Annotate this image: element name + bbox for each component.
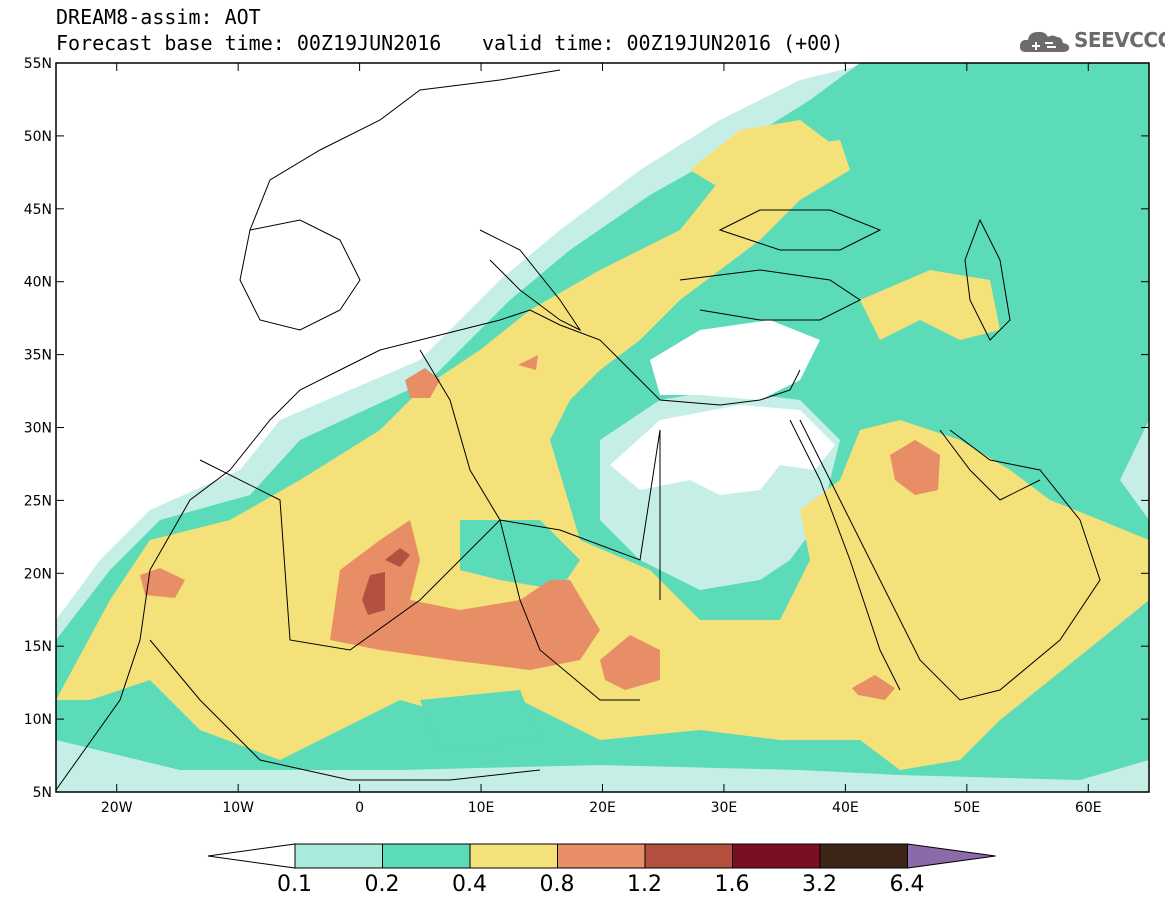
lon-label: 10E [468, 800, 495, 816]
aot-band-0.4 [56, 140, 1149, 770]
coast-arabia [799, 419, 1101, 701]
aot-band-0.4-north [860, 270, 1000, 340]
colorbar-segment [294, 843, 383, 869]
seevccc-logo: SEEVCCC [1018, 26, 1165, 56]
longitude-ticks: 20W 10W 0 10E 20E 30E 40E 50E 60E [101, 63, 1102, 816]
aot-band-0.8-chad [600, 635, 660, 690]
coast-italy [479, 229, 582, 332]
aot-band-1.2-mali2 [385, 548, 410, 567]
lon-label: 20E [589, 800, 616, 816]
lat-label: 30N [24, 421, 52, 437]
lat-label: 35N [24, 348, 52, 364]
coast-black-sea [718, 209, 882, 251]
lon-label: 30E [711, 800, 738, 816]
lat-label: 5N [33, 785, 52, 801]
lon-label: 50E [953, 800, 980, 816]
lon-label: 40E [832, 800, 859, 816]
lat-label: 10N [24, 712, 52, 728]
aot-teal-west [420, 690, 540, 750]
colorbar-label: 0.4 [452, 872, 487, 897]
coast-west-africa [149, 639, 541, 781]
colorbar-segment [644, 843, 733, 869]
logo-text: SEEVCCC [1074, 28, 1165, 52]
lon-label: 0 [355, 800, 364, 816]
colorbar-label: 0.8 [539, 872, 575, 897]
aot-band-0.8-iraq [890, 440, 940, 495]
colorbar [207, 843, 996, 869]
colorbar-segment [732, 843, 821, 869]
aot-band-1.2-mali [362, 572, 385, 615]
colorbar-segment [382, 843, 471, 869]
lat-label: 25N [24, 493, 52, 509]
colorbar-label: 6.4 [889, 872, 925, 897]
colorbar-label: 0.2 [364, 872, 400, 897]
chart-title: DREAM8-assim: AOT [56, 5, 261, 29]
colorbar-label: 1.6 [714, 872, 750, 897]
latitude-ticks: 5N 10N 15N 20N 25N 30N 35N 40N 45N 50N 55N [24, 56, 1149, 801]
coastlines [56, 69, 1101, 791]
colorbar-low-arrow [207, 843, 296, 869]
colorbar-segment [469, 843, 558, 869]
aot-teal-chad [460, 520, 580, 590]
aot-band-0.8-yemen [852, 675, 895, 700]
colorbar-label: 3.2 [802, 872, 837, 897]
forecast-base-time: Forecast base time: 00Z19JUN2016 [56, 31, 442, 55]
colorbar-high-arrow [907, 843, 996, 869]
colorbar-segment [819, 843, 908, 869]
aot-clear-egypt-inner [610, 405, 835, 495]
valid-time: valid time: 00Z19JUN2016 (+00) [482, 31, 844, 55]
coast-north-africa [56, 309, 801, 791]
coast-europe [249, 69, 561, 231]
aot-field [56, 63, 1149, 792]
colorbar-segment [557, 843, 646, 869]
lat-label: 20N [24, 566, 52, 582]
colorbar-label: 0.1 [277, 872, 312, 897]
aot-band-0.8-libya [518, 355, 538, 370]
cloud-icon [1019, 31, 1070, 52]
border-sahara [199, 429, 661, 651]
coast-red-sea [789, 419, 901, 691]
lon-label: 60E [1075, 800, 1102, 816]
coast-turkey [679, 269, 861, 321]
coast-iberia [239, 219, 361, 331]
coast-caspian [964, 218, 1011, 341]
aot-band-0.8-mauritania [140, 568, 185, 598]
lat-label: 45N [24, 202, 52, 218]
aot-band-0.8-algeria [405, 368, 440, 398]
lon-label: 10W [222, 800, 254, 816]
aot-band-0.4-ukraine [690, 120, 840, 200]
lon-label: 20W [101, 800, 133, 816]
lat-label: 40N [24, 275, 52, 291]
aot-clear-med [650, 320, 820, 400]
lat-label: 55N [24, 56, 52, 72]
coast-gulf [939, 429, 1041, 501]
colorbar-label: 1.2 [627, 872, 662, 897]
border-central [419, 349, 640, 701]
lat-label: 50N [24, 129, 52, 145]
lat-label: 15N [24, 639, 52, 655]
